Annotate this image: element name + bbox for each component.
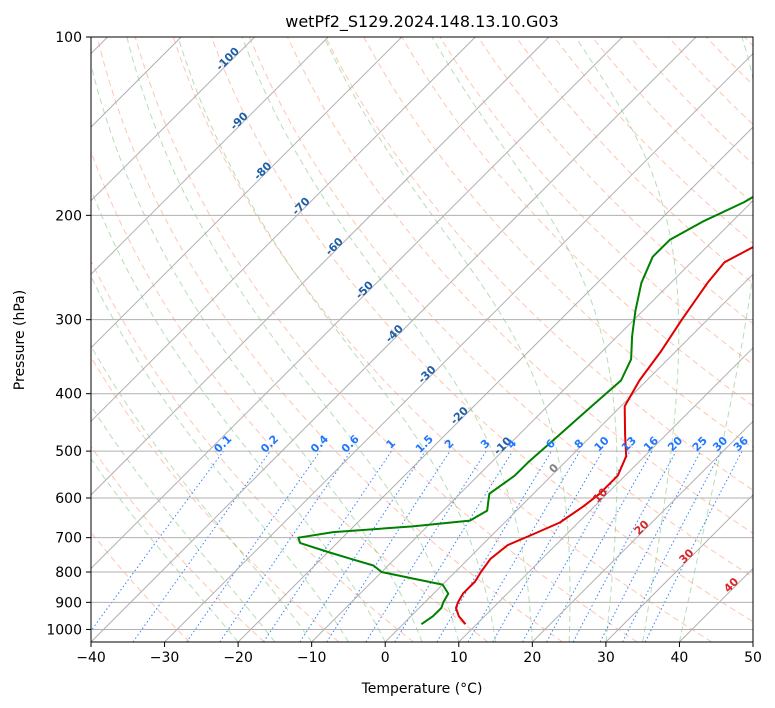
isotherm-line — [531, 420, 753, 642]
mixing-ratio-line — [186, 450, 321, 642]
sounding-series — [297, 195, 753, 626]
moist-adiabat-line — [431, 37, 618, 642]
moist-adiabat-line — [177, 37, 497, 642]
dry-adiabat-line — [325, 37, 753, 491]
mixing-ratio-line — [394, 450, 514, 642]
moist-adiabat-line — [91, 275, 349, 642]
dry-adiabat-line — [96, 37, 563, 642]
dry-adiabat-line — [91, 356, 340, 642]
y-tick-label: 200 — [55, 208, 82, 224]
mixing-ratio-line — [546, 450, 653, 642]
mixing-ratio-lines — [91, 450, 743, 642]
y-tick-label: 500 — [55, 444, 82, 460]
dry-adiabat-line — [515, 37, 753, 284]
dry-adiabat-line — [248, 37, 753, 578]
dry-adiabat-line — [210, 37, 753, 623]
isotherm-line — [237, 126, 753, 642]
moist-adiabat-line — [241, 37, 533, 642]
x-axis: −40 −30 −20 −10 0 10 20 30 40 50 — [76, 642, 762, 666]
mixing-ratio-line — [326, 450, 451, 642]
moist-adiabat-line — [91, 188, 386, 642]
mixing-ratio-line — [91, 450, 224, 632]
dry-adiabat-line — [134, 37, 638, 642]
moist-adiabat-line — [678, 37, 753, 642]
mixing-ratio-line — [263, 450, 392, 642]
x-tick-label: −40 — [76, 650, 106, 666]
x-tick-label: 0 — [381, 650, 390, 666]
isotherm-line — [91, 37, 329, 275]
mixing-ratio-line — [572, 450, 677, 642]
isotherm-line — [91, 37, 623, 570]
mixing-ratio-line — [644, 450, 743, 642]
y-tick-label: 600 — [55, 491, 82, 507]
mixing-ratio-line — [132, 450, 271, 642]
isotherm-line — [91, 37, 550, 496]
y-tick-label: 700 — [55, 531, 82, 547]
x-axis-label: Temperature (°C) — [361, 681, 483, 697]
y-tick-label: 800 — [55, 565, 82, 581]
mixing-ratio-line — [299, 450, 426, 642]
x-tick-label: 40 — [671, 650, 689, 666]
y-tick-label: 1000 — [46, 622, 82, 638]
y-tick-label: 900 — [55, 595, 82, 611]
x-tick-label: −20 — [223, 650, 253, 666]
temperature-profile-line — [455, 245, 753, 625]
isotherm-line — [458, 347, 753, 642]
pressure-gridlines — [91, 37, 753, 630]
dry-adiabat-line — [287, 37, 753, 534]
y-tick-label: 400 — [55, 387, 82, 403]
x-tick-label: −10 — [297, 650, 327, 666]
mixing-ratio-line — [522, 450, 631, 642]
moist-adiabat-line — [91, 404, 276, 642]
moist-adiabat-line — [575, 37, 680, 642]
y-axis-label: Pressure (hPa) — [12, 290, 28, 390]
dry-adiabat-line — [91, 259, 414, 642]
isotherm-line — [91, 37, 403, 349]
isotherm-line — [311, 199, 753, 642]
x-tick-label: −30 — [150, 650, 180, 666]
isotherm-line — [91, 37, 697, 642]
plot-area: -100-90-80-70-60-50-40-30-20-10010203040… — [91, 37, 753, 642]
moist-adiabat-line — [323, 37, 571, 642]
chart-title: wetPf2_S129.2024.148.13.10.G03 — [285, 12, 559, 32]
x-tick-label: 30 — [597, 650, 615, 666]
dewpoint-profile-line — [297, 195, 753, 626]
isotherm-line — [91, 37, 476, 423]
moist-adiabat-line — [91, 62, 423, 642]
isotherm-line — [605, 494, 753, 642]
skewed-isotherms — [91, 37, 753, 642]
isotherm-line — [91, 37, 256, 202]
y-tick-label: 100 — [55, 30, 82, 46]
dry-adiabat-line — [91, 445, 265, 642]
x-tick-label: 20 — [523, 650, 541, 666]
y-tick-label: 300 — [55, 313, 82, 329]
y-axis: 1000 900 800 700 600 500 400 300 200 100 — [46, 30, 91, 638]
x-tick-label: 10 — [450, 650, 468, 666]
moist-adiabat-line — [91, 457, 239, 642]
plot-frame — [90, 36, 754, 643]
mixing-ratio-line — [219, 450, 352, 642]
isotherm-line — [164, 52, 753, 642]
x-tick-label: 50 — [744, 650, 762, 666]
isotherm-line — [384, 273, 753, 642]
